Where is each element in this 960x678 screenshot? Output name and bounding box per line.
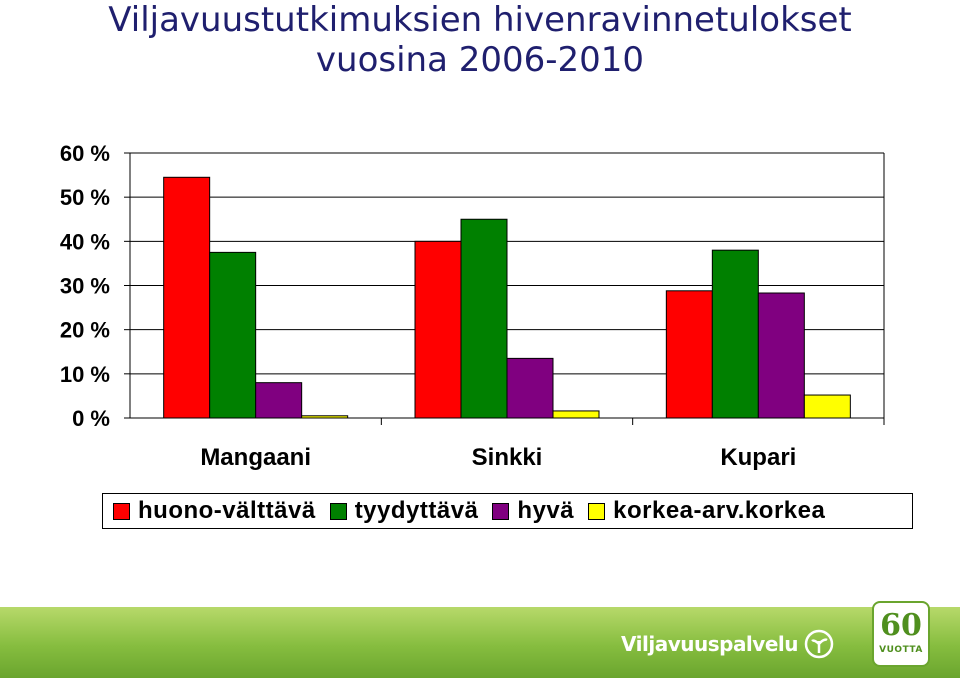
legend-item-huono: huono-välttävä	[113, 497, 316, 525]
y-tick-label: 40 %	[60, 229, 110, 254]
legend-swatch-green	[329, 502, 347, 520]
footer-bar: Viljavuuspalvelu 60 VUOTTA	[0, 601, 960, 678]
bar-tyydyttävä	[209, 251, 257, 419]
legend-label: korkea-arv.korkea	[613, 497, 826, 524]
y-tick-label: 60 %	[60, 141, 110, 166]
brand-name: Viljavuuspalvelu	[621, 632, 798, 656]
bar-korkea-arv.korkea	[301, 415, 349, 419]
leaf-icon	[804, 629, 834, 659]
legend-swatch-red	[113, 502, 130, 520]
legend-item-hyva: hyvä	[492, 497, 574, 525]
bar-korkea-arv.korkea	[803, 394, 851, 419]
y-tick-label: 0 %	[72, 406, 110, 431]
y-tick-label: 30 %	[60, 274, 110, 299]
legend-label: huono-välttävä	[138, 497, 316, 524]
bar-hyvä	[506, 357, 554, 419]
y-tick-label: 20 %	[60, 318, 110, 343]
bar-huono-välttävä	[665, 290, 713, 419]
brand-logo: Viljavuuspalvelu	[621, 629, 834, 659]
legend-swatch-purple	[492, 502, 510, 520]
slide-title: Viljavuustutkimuksien hivenravinnetuloks…	[0, 0, 960, 80]
bar-chart: 0 % 10 % 20 % 30 % 40 % 50 % 60 % Mangaani Sinkk…	[0, 130, 960, 485]
chart-legend: huono-välttävä tyydyttävä hyvä korkea-ar…	[102, 493, 913, 529]
bar-hyvä	[757, 292, 805, 419]
bar-huono-välttävä	[414, 240, 462, 419]
bar-tyydyttävä	[460, 218, 508, 419]
title-line-1: Viljavuustutkimuksien hivenravinnetuloks…	[108, 0, 852, 40]
bar-hyvä	[255, 382, 303, 419]
chart-canvas: 0 % 10 % 20 % 30 % 40 % 50 % 60 % Mangaani Sinkk…	[60, 141, 885, 471]
badge-number: 60	[880, 608, 922, 643]
bar-korkea-arv.korkea	[552, 410, 600, 419]
title-line-2: vuosina 2006-2010	[315, 40, 645, 80]
y-tick-label: 10 %	[60, 362, 110, 387]
bar-huono-välttävä	[163, 176, 211, 419]
x-category-label: Mangaani	[200, 444, 311, 471]
legend-swatch-yellow	[588, 502, 606, 520]
legend-label: tyydyttävä	[354, 497, 479, 524]
x-category-label: Kupari	[720, 444, 796, 471]
x-category-label: Sinkki	[472, 444, 543, 471]
badge-text: VUOTTA	[879, 645, 923, 655]
anniversary-badge: 60 VUOTTA	[872, 601, 930, 667]
bar-tyydyttävä	[711, 249, 759, 419]
legend-item-korkea: korkea-arv.korkea	[588, 497, 825, 525]
legend-label: hyvä	[517, 497, 575, 524]
y-tick-label: 50 %	[60, 185, 110, 210]
legend-item-tyydyttava: tyydyttävä	[329, 497, 479, 525]
